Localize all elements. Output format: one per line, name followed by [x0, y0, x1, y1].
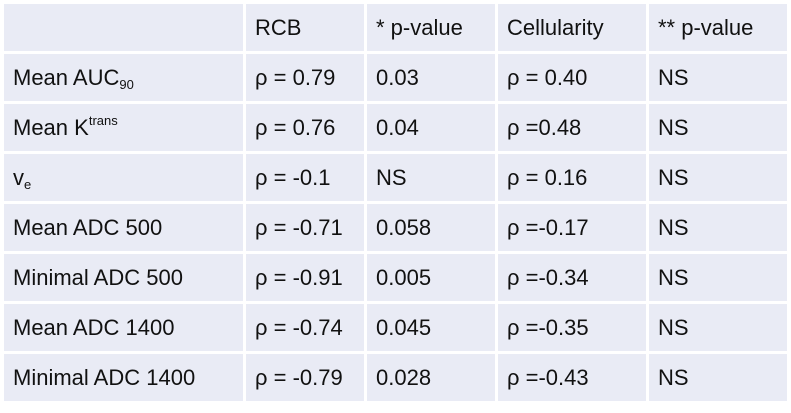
table-row: Minimal ADC 500 ρ = -0.91 0.005 ρ =-0.34…: [4, 254, 787, 301]
row-label-subscript: e: [24, 176, 32, 192]
row-label-main: Mean AUC: [13, 64, 120, 90]
table-row: Mean ADC 500 ρ = -0.71 0.058 ρ =-0.17 NS: [4, 204, 787, 251]
p-value-2-cell: NS: [649, 304, 787, 351]
row-label: Mean AUC90: [4, 54, 243, 101]
p-value-2-cell: NS: [649, 54, 787, 101]
p-value-cell: NS: [367, 154, 495, 201]
p-value-2-cell: NS: [649, 154, 787, 201]
table-row: Minimal ADC 1400 ρ = -0.79 0.028 ρ =-0.4…: [4, 354, 787, 401]
rcb-cell: ρ = -0.74: [246, 304, 364, 351]
table-row: Mean Ktrans ρ = 0.76 0.04 ρ =0.48 NS: [4, 104, 787, 151]
row-label: Mean Ktrans: [4, 104, 243, 151]
table-row: ve ρ = -0.1 NS ρ = 0.16 NS: [4, 154, 787, 201]
row-label-subscript: 90: [119, 76, 134, 92]
p-value-2-cell: NS: [649, 104, 787, 151]
p-value-2-cell: NS: [649, 354, 787, 401]
row-label: Minimal ADC 500: [4, 254, 243, 301]
p-value-cell: 0.005: [367, 254, 495, 301]
header-p-value-1: * p-value: [367, 4, 495, 51]
row-label-main: Mean K: [13, 114, 89, 140]
row-label-superscript: trans: [88, 112, 118, 128]
rcb-cell: ρ = -0.91: [246, 254, 364, 301]
cellularity-cell: ρ =-0.34: [498, 254, 646, 301]
rcb-cell: ρ = 0.79: [246, 54, 364, 101]
p-value-cell: 0.028: [367, 354, 495, 401]
cellularity-cell: ρ =-0.43: [498, 354, 646, 401]
header-rcb: RCB: [246, 4, 364, 51]
row-label: Minimal ADC 1400: [4, 354, 243, 401]
cellularity-cell: ρ = 0.16: [498, 154, 646, 201]
row-label: ve: [4, 154, 243, 201]
table-row: Mean AUC90 ρ = 0.79 0.03 ρ = 0.40 NS: [4, 54, 787, 101]
cellularity-cell: ρ = 0.40: [498, 54, 646, 101]
rcb-cell: ρ = -0.71: [246, 204, 364, 251]
row-label: Mean ADC 1400: [4, 304, 243, 351]
header-cellularity: Cellularity: [498, 4, 646, 51]
row-label: Mean ADC 500: [4, 204, 243, 251]
p-value-2-cell: NS: [649, 204, 787, 251]
p-value-cell: 0.058: [367, 204, 495, 251]
row-label-main: v: [13, 164, 24, 190]
rcb-cell: ρ = -0.1: [246, 154, 364, 201]
correlation-table: RCB * p-value Cellularity ** p-value Mea…: [1, 1, 790, 404]
header-p-value-2: ** p-value: [649, 4, 787, 51]
p-value-cell: 0.04: [367, 104, 495, 151]
cellularity-cell: ρ =-0.17: [498, 204, 646, 251]
header-empty-cell: [4, 4, 243, 51]
header-row: RCB * p-value Cellularity ** p-value: [4, 4, 787, 51]
p-value-cell: 0.045: [367, 304, 495, 351]
table-row: Mean ADC 1400 ρ = -0.74 0.045 ρ =-0.35 N…: [4, 304, 787, 351]
p-value-2-cell: NS: [649, 254, 787, 301]
cellularity-cell: ρ =0.48: [498, 104, 646, 151]
cellularity-cell: ρ =-0.35: [498, 304, 646, 351]
rcb-cell: ρ = -0.79: [246, 354, 364, 401]
rcb-cell: ρ = 0.76: [246, 104, 364, 151]
p-value-cell: 0.03: [367, 54, 495, 101]
